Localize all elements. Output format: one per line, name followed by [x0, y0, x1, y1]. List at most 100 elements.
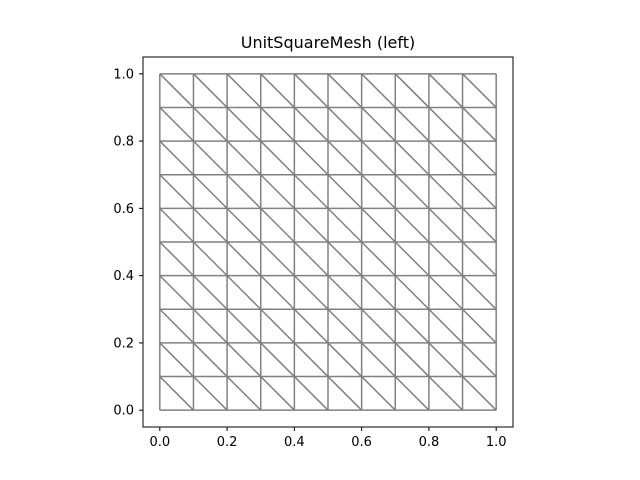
mesh-diagonal-edge [260, 174, 295, 209]
mesh-diagonal-edge [260, 73, 295, 108]
mesh-diagonal-edge [293, 308, 329, 344]
mesh-diagonal-edge [226, 241, 262, 277]
mesh-diagonal-edge [159, 140, 194, 176]
y-tick-label: 0.2 [113, 336, 134, 351]
mesh-diagonal-edge [462, 241, 497, 277]
mesh-diagonal-edge [428, 241, 464, 277]
mesh-diagonal-edge [293, 275, 329, 310]
mesh-diagonal-edge [159, 207, 194, 243]
mesh-diagonal-edge [394, 106, 430, 142]
x-tick-label: 0.6 [351, 435, 372, 450]
mesh-diagonal-edge [260, 308, 295, 344]
x-tick-label: 0.8 [419, 435, 440, 450]
mesh-diagonal-edge [159, 275, 194, 310]
mesh-diagonal-edge [260, 207, 295, 243]
mesh-diagonal-edge [361, 174, 396, 209]
mesh-diagonal-edge [462, 174, 497, 209]
mesh-diagonal-edge [361, 106, 396, 142]
mesh-diagonal-edge [394, 174, 430, 209]
mesh-edges [159, 73, 497, 411]
mesh-diagonal-edge [192, 275, 228, 310]
mesh-diagonal-edge [293, 106, 329, 142]
mesh-diagonal-edge [462, 376, 497, 411]
mesh-diagonal-edge [293, 207, 329, 243]
y-tick-label: 0.0 [113, 404, 134, 419]
mesh-diagonal-edge [226, 174, 262, 209]
mesh-diagonal-edge [192, 207, 228, 243]
y-tick-label: 0.8 [113, 135, 134, 150]
axes-frame [142, 56, 514, 428]
mesh-diagonal-edge [260, 106, 295, 142]
mesh-diagonal-edge [428, 140, 464, 176]
mesh-diagonal-edge [226, 207, 262, 243]
mesh-diagonal-edge [327, 174, 363, 209]
mesh-diagonal-edge [428, 174, 464, 209]
mesh-diagonal-edge [260, 275, 295, 310]
mesh-diagonal-edge [226, 342, 262, 378]
mesh-diagonal-edge [361, 376, 396, 411]
mesh-diagonal-edge [462, 342, 497, 378]
mesh-diagonal-edge [361, 241, 396, 277]
mesh-diagonal-edge [226, 308, 262, 344]
mesh-diagonal-edge [159, 308, 194, 344]
mesh-diagonal-edge [192, 241, 228, 277]
mesh-diagonal-edge [192, 174, 228, 209]
mesh-diagonal-edge [192, 106, 228, 142]
mesh-diagonal-edge [428, 342, 464, 378]
mesh-diagonal-edge [428, 308, 464, 344]
mesh-diagonal-edge [159, 73, 194, 108]
mesh-diagonal-edge [226, 106, 262, 142]
mesh-diagonal-edge [361, 275, 396, 310]
mesh-diagonal-edge [394, 376, 430, 411]
mesh-diagonal-edge [394, 207, 430, 243]
mesh-diagonal-edge [428, 73, 464, 108]
mesh-diagonal-edge [394, 73, 430, 108]
mesh-diagonal-edge [226, 376, 262, 411]
mesh-diagonal-edge [394, 342, 430, 378]
mesh-diagonal-edge [226, 140, 262, 176]
mesh-diagonal-edge [361, 140, 396, 176]
mesh-diagonal-edge [159, 106, 194, 142]
mesh-diagonal-edge [462, 73, 497, 108]
mesh-diagonal-edge [293, 241, 329, 277]
mesh-diagonal-edge [327, 207, 363, 243]
y-axis-ticks: 0.0 0.2 0.4 0.6 0.8 1.0 [113, 67, 143, 419]
mesh-diagonal-edge [394, 241, 430, 277]
mesh-diagonal-edge [361, 73, 396, 108]
mesh-diagonal-edge [428, 275, 464, 310]
chart-title: UnitSquareMesh (left) [241, 33, 416, 52]
mesh-diagonal-edge [462, 106, 497, 142]
mesh-diagonal-edge [462, 275, 497, 310]
mesh-diagonal-edge [260, 376, 295, 411]
x-tick-label: 0.0 [149, 435, 170, 450]
mesh-diagonal-edge [394, 275, 430, 310]
mesh-diagonal-edge [260, 342, 295, 378]
mesh-diagonal-edge [462, 140, 497, 176]
mesh-diagonal-edge [327, 106, 363, 142]
mesh-diagonal-edge [327, 308, 363, 344]
mesh-diagonal-edge [462, 308, 497, 344]
mesh-diagonal-edge [226, 275, 262, 310]
mesh-diagonal-edge [260, 241, 295, 277]
y-tick-label: 1.0 [113, 67, 134, 82]
mesh-diagonal-edge [192, 308, 228, 344]
mesh-diagonal-edge [159, 376, 194, 411]
mesh-diagonal-edge [327, 73, 363, 108]
x-axis-ticks: 0.0 0.2 0.4 0.6 0.8 1.0 [149, 427, 507, 450]
mesh-diagonal-edge [159, 241, 194, 277]
mesh-diagonal-edge [394, 308, 430, 344]
mesh-diagonal-edge [293, 342, 329, 378]
mesh-diagonal-edge [394, 140, 430, 176]
mesh-diagonal-edge [327, 376, 363, 411]
mesh-diagonal-edge [293, 140, 329, 176]
mesh-diagonal-edge [462, 207, 497, 243]
x-tick-label: 0.2 [217, 435, 238, 450]
y-tick-label: 0.6 [113, 202, 134, 217]
mesh-diagonal-edge [159, 174, 194, 209]
mesh-diagonal-edge [428, 207, 464, 243]
mesh-diagonal-edge [192, 376, 228, 411]
mesh-diagonal-edge [192, 73, 228, 108]
mesh-diagonal-edge [192, 140, 228, 176]
